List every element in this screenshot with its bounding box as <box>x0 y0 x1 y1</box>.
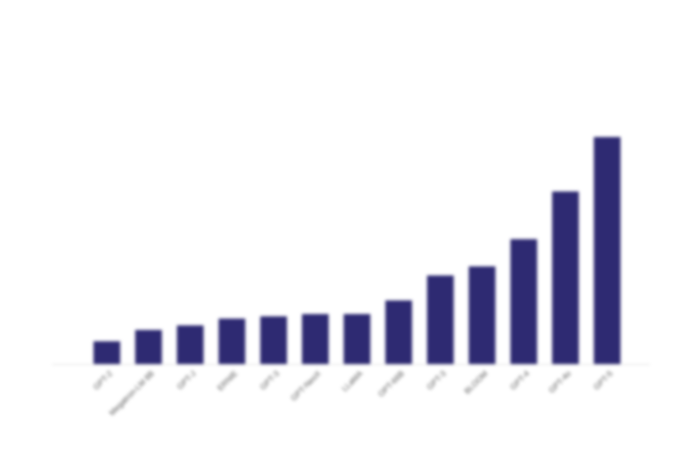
bars-group <box>93 137 621 364</box>
x-tick-label: LLaMA <box>340 369 365 394</box>
x-tick-label: Megatron-LM 8B <box>107 369 156 418</box>
x-tick-label: GPT-NeoX <box>289 369 323 403</box>
bar-2 <box>176 325 204 364</box>
x-tick-label: GPT-2 <box>92 369 115 392</box>
bar-7 <box>385 300 413 364</box>
bar-6 <box>343 314 371 364</box>
bar-4 <box>260 316 287 364</box>
x-tick-label: GPT-4o <box>547 369 573 395</box>
bar-11 <box>552 191 579 364</box>
bar-1 <box>135 329 162 364</box>
bar-9 <box>468 266 496 364</box>
x-tick-label: GPT-5 <box>592 369 615 392</box>
x-tick-label: BLOOM <box>463 369 490 396</box>
bar-8 <box>427 275 454 364</box>
x-tick-label: ERNIE <box>216 369 240 393</box>
bar-3 <box>218 318 246 364</box>
x-tick-label: OPT-66B <box>376 369 406 399</box>
x-tick-label: GPT-4 <box>508 369 531 392</box>
x-tick-label: GPT-J <box>175 369 197 391</box>
bar-5 <box>301 314 329 364</box>
x-tick-label: GPT-3 <box>258 369 281 392</box>
bar-12 <box>593 137 621 364</box>
bar-0 <box>93 341 121 364</box>
x-tick-label: GPT-3 <box>425 369 448 392</box>
bar-10 <box>510 239 538 364</box>
